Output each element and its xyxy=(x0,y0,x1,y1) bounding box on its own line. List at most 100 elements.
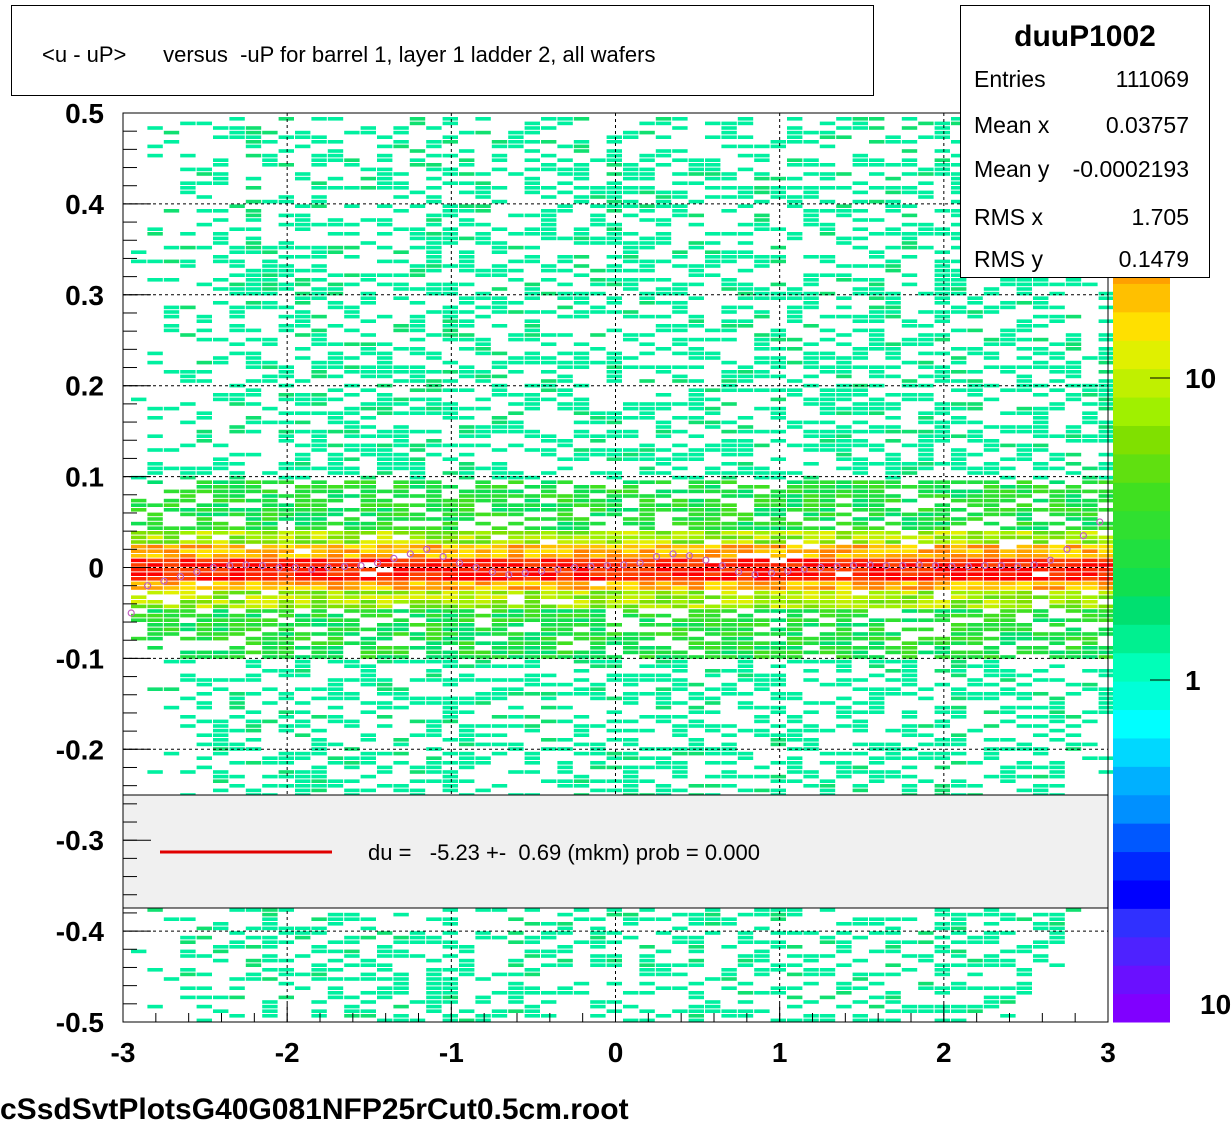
heatmap-cell xyxy=(606,673,622,678)
heatmap-cell xyxy=(213,480,229,484)
heatmap-cell xyxy=(869,770,885,774)
heatmap-cell xyxy=(885,209,901,213)
heatmap-cell xyxy=(393,282,409,287)
heatmap-cell xyxy=(787,130,803,135)
heatmap-cell xyxy=(459,319,475,323)
heatmap-cell xyxy=(131,581,147,586)
heatmap-cell xyxy=(639,590,655,595)
heatmap-cell xyxy=(623,406,639,411)
heatmap-cell xyxy=(491,503,508,507)
heatmap-cell xyxy=(623,917,639,921)
heatmap-cell xyxy=(491,549,508,553)
heatmap-cell xyxy=(163,278,180,282)
heatmap-cell xyxy=(557,190,573,195)
heatmap-cell xyxy=(295,623,311,627)
heatmap-cell xyxy=(311,586,327,590)
heatmap-cell xyxy=(721,609,737,613)
heatmap-cell xyxy=(524,158,540,162)
heatmap-cell xyxy=(327,512,344,517)
heatmap-cell xyxy=(705,163,721,167)
heatmap-cell xyxy=(229,604,245,609)
heatmap-cell xyxy=(409,788,426,793)
heatmap-cell xyxy=(508,489,524,494)
heatmap-cell xyxy=(426,940,442,944)
heatmap-cell xyxy=(311,278,327,282)
heatmap-cell xyxy=(770,646,786,650)
heatmap-cell xyxy=(278,397,294,402)
heatmap-cell xyxy=(967,296,983,300)
heatmap-cell xyxy=(918,940,934,944)
heatmap-cell xyxy=(672,351,688,356)
heatmap-cell xyxy=(213,218,229,222)
heatmap-cell xyxy=(541,480,557,484)
heatmap-cell xyxy=(213,558,229,563)
heatmap-cell xyxy=(951,236,967,241)
heatmap-cell xyxy=(344,163,360,167)
heatmap-cell xyxy=(754,563,770,567)
heatmap-cell xyxy=(852,567,868,572)
heatmap-cell xyxy=(983,627,1000,632)
heatmap-cell xyxy=(229,429,245,434)
heatmap-cell xyxy=(524,770,540,774)
heatmap-cell xyxy=(360,549,376,553)
heatmap-cell xyxy=(1016,489,1032,494)
heatmap-cell xyxy=(295,301,311,305)
heatmap-cell xyxy=(721,627,737,632)
heatmap-cell xyxy=(655,701,672,705)
heatmap-cell xyxy=(327,273,344,277)
heatmap-cell xyxy=(688,719,704,724)
heatmap-cell xyxy=(655,604,672,609)
heatmap-cell xyxy=(508,393,524,397)
heatmap-cell xyxy=(573,420,590,425)
heatmap-cell xyxy=(754,926,770,931)
heatmap-cell xyxy=(869,443,885,448)
heatmap-cell xyxy=(655,972,672,977)
heatmap-cell xyxy=(983,995,1000,1000)
heatmap-cell xyxy=(229,986,245,990)
heatmap-cell xyxy=(606,623,622,627)
heatmap-cell xyxy=(885,291,901,296)
heatmap-cell xyxy=(623,572,639,576)
heatmap-cell xyxy=(508,636,524,641)
heatmap-cell xyxy=(787,912,803,917)
heatmap-cell xyxy=(229,655,245,659)
heatmap-cell xyxy=(163,627,180,632)
heatmap-cell xyxy=(901,213,918,218)
heatmap-cell xyxy=(163,259,180,264)
heatmap-cell xyxy=(836,646,852,650)
heatmap-cell xyxy=(1016,278,1032,282)
heatmap-cell xyxy=(426,678,442,682)
heatmap-cell xyxy=(803,728,819,733)
heatmap-cell xyxy=(409,503,426,507)
heatmap-cell xyxy=(721,420,737,425)
heatmap-cell xyxy=(606,512,622,517)
heatmap-cell xyxy=(639,471,655,475)
heatmap-cell xyxy=(541,719,557,724)
heatmap-cell xyxy=(262,935,278,940)
heatmap-cell xyxy=(983,600,1000,604)
heatmap-cell xyxy=(590,604,606,609)
heatmap-cell xyxy=(573,751,590,756)
heatmap-cell xyxy=(557,613,573,618)
heatmap-cell xyxy=(475,347,491,351)
heatmap-cell xyxy=(983,563,1000,567)
heatmap-cell xyxy=(606,912,622,917)
heatmap-cell xyxy=(934,259,950,264)
heatmap-cell xyxy=(311,512,327,517)
heatmap-cell xyxy=(541,577,557,581)
heatmap-cell xyxy=(606,204,622,208)
heatmap-cell xyxy=(278,554,294,558)
heatmap-cell xyxy=(836,659,852,664)
heatmap-cell xyxy=(295,402,311,406)
heatmap-cell xyxy=(672,963,688,967)
heatmap-cell xyxy=(229,245,245,250)
heatmap-cell xyxy=(327,742,344,747)
heatmap-cell xyxy=(573,163,590,167)
heatmap-cell xyxy=(951,222,967,227)
heatmap-cell xyxy=(754,264,770,268)
heatmap-cell xyxy=(557,958,573,963)
heatmap-cell xyxy=(360,636,376,641)
heatmap-cell xyxy=(754,218,770,222)
heatmap-cell xyxy=(377,931,393,935)
heatmap-cell xyxy=(196,995,212,1000)
